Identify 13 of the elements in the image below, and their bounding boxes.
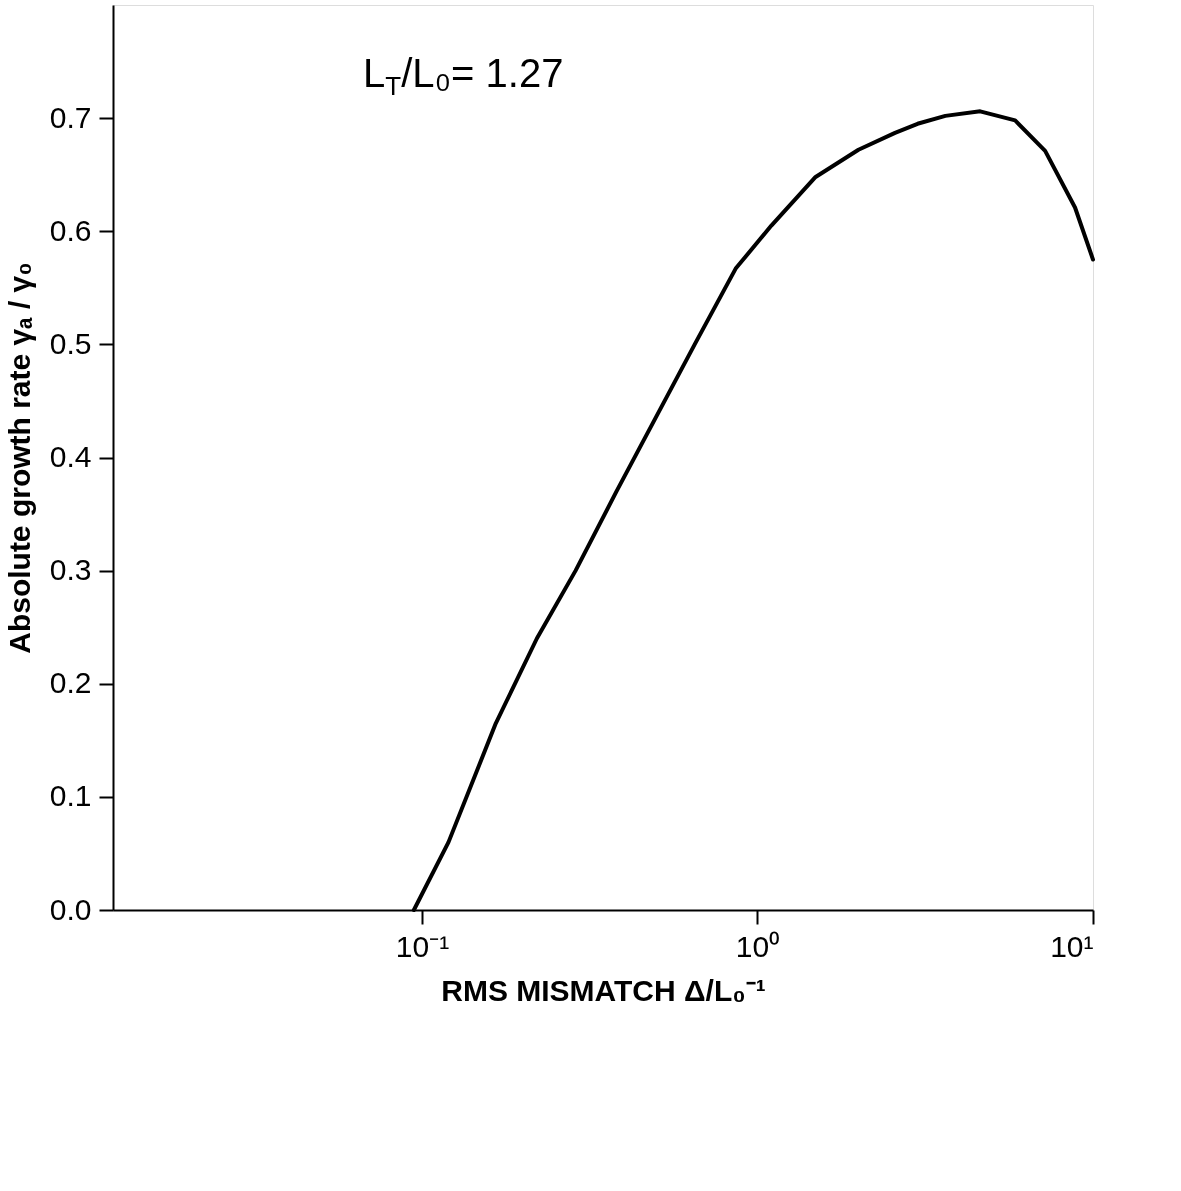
- x-axis-title: RMS MISMATCH Δ/L₀⁻¹: [441, 973, 766, 1007]
- y-axis-title: Absolute growth rate γₐ / γ₀: [2, 262, 36, 654]
- y-tick-label: 0.7: [49, 100, 92, 134]
- y-tick-label: 0.3: [49, 553, 92, 587]
- y-tick-label: 0.1: [49, 779, 92, 813]
- x-tick-label: 10⁻¹: [395, 929, 450, 963]
- x-tick-label: 10¹: [1050, 929, 1094, 963]
- y-tick-label: 0.0: [49, 892, 92, 926]
- y-tick-label: 0.2: [49, 666, 92, 700]
- y-tick-label: 0.4: [49, 440, 92, 473]
- y-tick-label: 0.6: [49, 213, 92, 247]
- x-tick-label: 10⁰: [735, 929, 781, 963]
- y-tick-label: 0.5: [49, 326, 92, 360]
